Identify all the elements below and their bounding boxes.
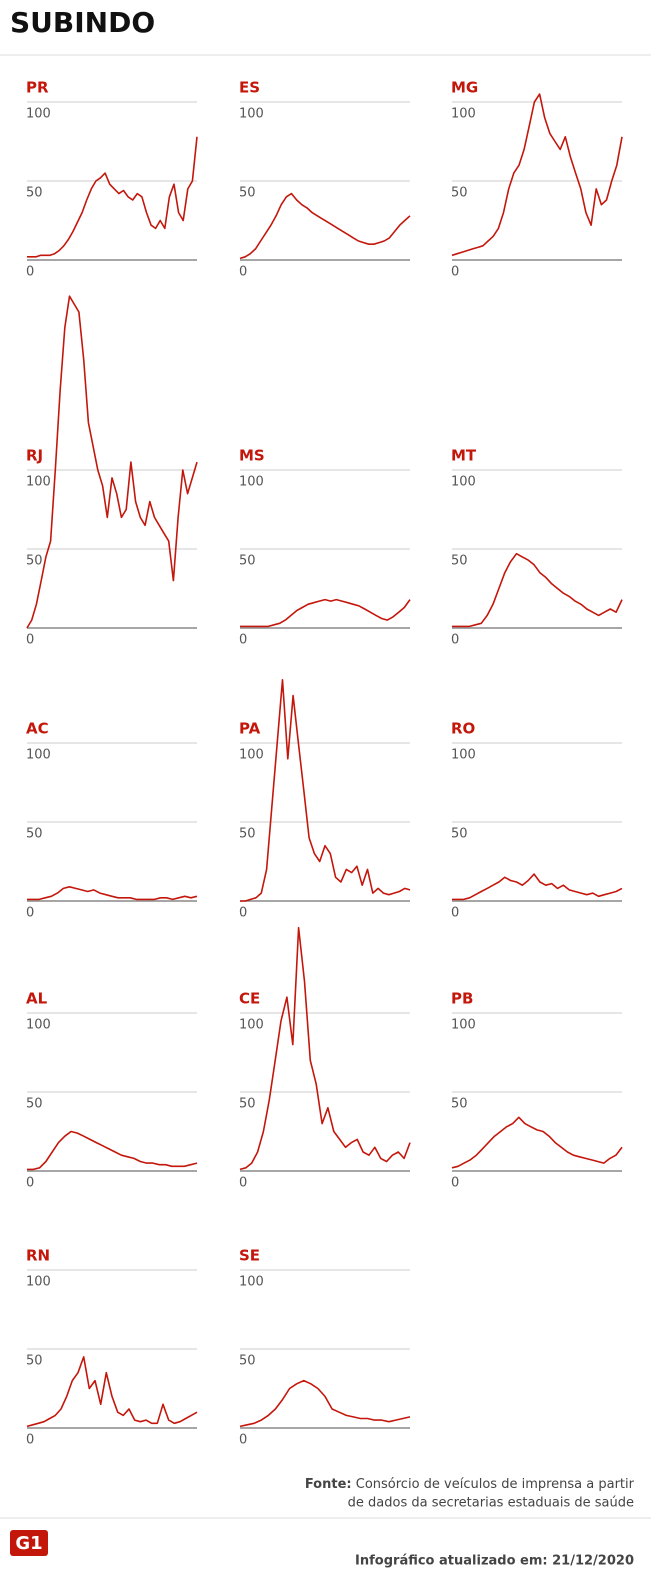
- y-tick-label: 100: [26, 107, 51, 122]
- y-tick-label: 100: [26, 1018, 51, 1033]
- source-line: Consórcio de veículos de imprensa a part…: [356, 1477, 635, 1492]
- panel-title: RN: [26, 1247, 50, 1265]
- y-tick-label: 0: [239, 1176, 247, 1191]
- y-tick-label: 0: [26, 265, 34, 280]
- y-tick-label: 50: [239, 1354, 256, 1369]
- y-tick-label: 100: [451, 107, 476, 122]
- y-tick-label: 100: [451, 475, 476, 490]
- y-tick-label: 50: [239, 186, 256, 201]
- data-line: [451, 1116, 623, 1169]
- panel-title: MG: [451, 79, 478, 97]
- y-tick-label: 0: [451, 265, 459, 280]
- data-line: [27, 886, 198, 901]
- y-tick-label: 0: [26, 1433, 34, 1448]
- data-line: [26, 1356, 198, 1428]
- logo: G1: [15, 1533, 42, 1554]
- y-tick-label: 50: [26, 827, 43, 842]
- y-tick-label: 50: [26, 554, 43, 569]
- source-line: de dados da secretarias estaduais de saú…: [348, 1496, 634, 1511]
- panel-title: CE: [239, 990, 260, 1008]
- y-tick-label: 50: [451, 554, 468, 569]
- y-tick-label: 0: [26, 906, 34, 921]
- y-tick-label: 100: [26, 475, 51, 490]
- y-tick-label: 100: [239, 1018, 264, 1033]
- y-tick-label: 100: [26, 1275, 51, 1290]
- updated: Infográfico atualizado em: 21/12/2020: [355, 1554, 634, 1569]
- panel-title: RJ: [26, 447, 43, 465]
- source: Fonte: Consórcio de veículos de imprensa…: [305, 1477, 635, 1492]
- y-tick-label: 100: [451, 1018, 476, 1033]
- data-line: [27, 136, 198, 258]
- y-tick-label: 50: [451, 827, 468, 842]
- panel-title: SE: [239, 1247, 260, 1265]
- source-label: Fonte:: [305, 1477, 352, 1492]
- panel-title: PB: [451, 990, 473, 1008]
- panel-title: MS: [239, 447, 265, 465]
- y-tick-label: 50: [26, 1354, 43, 1369]
- panel-title: MT: [451, 447, 477, 465]
- data-line: [240, 598, 411, 628]
- data-line: [239, 926, 411, 1171]
- logo-box: [10, 1530, 48, 1556]
- y-tick-label: 50: [26, 1097, 43, 1112]
- data-line: [452, 873, 623, 901]
- data-line: [239, 1379, 411, 1428]
- panel-title: ES: [239, 79, 260, 97]
- y-tick-label: 0: [239, 1433, 247, 1448]
- data-line: [239, 192, 411, 260]
- y-tick-label: 100: [239, 1275, 264, 1290]
- y-tick-label: 0: [451, 633, 459, 648]
- data-line: [26, 295, 198, 629]
- y-tick-label: 0: [239, 265, 247, 280]
- page-title: SUBINDO: [10, 6, 155, 39]
- data-line: [451, 93, 623, 257]
- panel-title: PR: [26, 79, 49, 97]
- data-line: [452, 552, 623, 628]
- panel-title: AC: [26, 720, 49, 738]
- y-tick-label: 0: [239, 633, 247, 648]
- y-tick-label: 50: [239, 1097, 256, 1112]
- y-tick-label: 0: [26, 1176, 34, 1191]
- y-tick-label: 0: [26, 633, 34, 648]
- panel-title: AL: [26, 990, 48, 1008]
- y-tick-label: 50: [239, 554, 256, 569]
- panel-title: PA: [239, 720, 261, 738]
- y-tick-label: 100: [26, 748, 51, 763]
- y-tick-label: 50: [26, 186, 43, 201]
- data-line: [27, 1130, 198, 1171]
- y-tick-label: 50: [451, 1097, 468, 1112]
- y-tick-label: 50: [239, 827, 256, 842]
- y-tick-label: 0: [451, 1176, 459, 1191]
- panel-title: RO: [451, 720, 475, 738]
- y-tick-label: 0: [239, 906, 247, 921]
- y-tick-label: 100: [239, 107, 264, 122]
- y-tick-label: 100: [239, 475, 264, 490]
- data-line: [240, 679, 411, 902]
- y-tick-label: 100: [451, 748, 476, 763]
- y-tick-label: 100: [239, 748, 264, 763]
- y-tick-label: 0: [451, 906, 459, 921]
- y-tick-label: 50: [451, 186, 468, 201]
